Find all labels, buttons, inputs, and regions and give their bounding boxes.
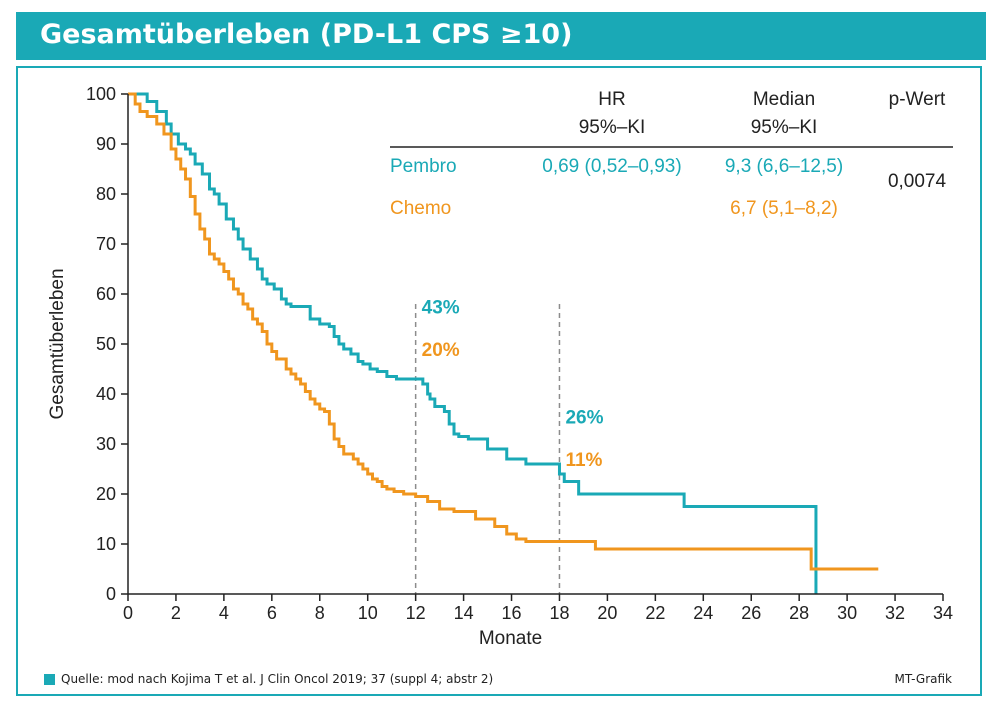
series-line-pembro: [128, 92, 818, 594]
y-tick-label-0: 0: [106, 584, 116, 604]
guide-label-12-pembro: 43%: [422, 298, 460, 319]
row-pembro-name: Pembro: [390, 156, 457, 177]
x-axis-label: Monate: [479, 628, 542, 649]
y-tick-label-70: 70: [96, 234, 116, 254]
source-note: Quelle: mod nach Kojima T et al. J Clin …: [44, 672, 493, 686]
p-header: p-Wert: [889, 89, 946, 110]
y-tick-label-80: 80: [96, 184, 116, 204]
y-tick-label-10: 10: [96, 534, 116, 554]
header-bar: Gesamtüberleben (PD-L1 CPS ≥10): [16, 12, 986, 60]
x-tick-label-4: 4: [219, 603, 229, 623]
x-tick-label-34: 34: [933, 603, 953, 623]
y-tick-label-20: 20: [96, 484, 116, 504]
y-axis-label: Gesamtüberleben: [47, 268, 68, 419]
plot-area: 43%20%26%11%0 2 4 6 8 10 12 14 16 18 20 22 24 26 28 30 3…: [47, 84, 953, 649]
source-text: Quelle: mod nach Kojima T et al. J Clin …: [61, 672, 494, 686]
row-chemo-median: 6,7 (5,1–8,2): [730, 198, 838, 219]
x-tick-label-2: 2: [171, 603, 181, 623]
x-tick-label-30: 30: [837, 603, 857, 623]
credit-text: MT-Grafik: [894, 672, 952, 686]
x-tick-label-22: 22: [645, 603, 665, 623]
results-table: HR 95%–KI Median 95%–KI p-Wert Pembro 0,…: [390, 89, 953, 219]
guide-label-18-chemo: 11%: [565, 450, 602, 471]
y-tick-label-90: 90: [96, 134, 116, 154]
row-pembro-hr: 0,69 (0,52–0,93): [542, 156, 681, 177]
page-title: Gesamtüberleben (PD-L1 CPS ≥10): [40, 19, 573, 50]
x-tick-label-26: 26: [741, 603, 761, 623]
chart-frame: [16, 66, 982, 696]
p-value: 0,0074: [888, 171, 947, 192]
median-subheader: 95%–KI: [751, 117, 818, 138]
source-marker-icon: [44, 673, 55, 685]
guide-label-12-chemo: 20%: [422, 340, 460, 361]
row-pembro-median: 9,3 (6,6–12,5): [725, 156, 843, 177]
x-tick-label-8: 8: [315, 603, 325, 623]
y-tick-label-50: 50: [96, 334, 116, 354]
row-chemo-name: Chemo: [390, 198, 451, 219]
hr-subheader: 95%–KI: [579, 117, 646, 138]
x-tick-label-0: 0: [123, 603, 133, 623]
x-tick-label-10: 10: [358, 603, 378, 623]
series-line-chemo: [128, 92, 879, 571]
y-tick-label-60: 60: [96, 284, 116, 304]
x-tick-label-18: 18: [549, 603, 569, 623]
x-tick-label-12: 12: [406, 603, 426, 623]
median-header: Median: [753, 89, 815, 110]
x-tick-label-28: 28: [789, 603, 809, 623]
y-tick-label-40: 40: [96, 384, 116, 404]
y-tick-label-100: 100: [86, 84, 116, 104]
y-tick-label-30: 30: [96, 434, 116, 454]
guide-label-18-pembro: 26%: [565, 408, 603, 429]
x-tick-label-24: 24: [693, 603, 713, 623]
x-tick-label-20: 20: [597, 603, 617, 623]
hr-header: HR: [598, 89, 625, 110]
x-tick-label-32: 32: [885, 603, 905, 623]
x-tick-label-16: 16: [502, 603, 522, 623]
x-tick-label-6: 6: [267, 603, 277, 623]
x-tick-label-14: 14: [454, 603, 474, 623]
